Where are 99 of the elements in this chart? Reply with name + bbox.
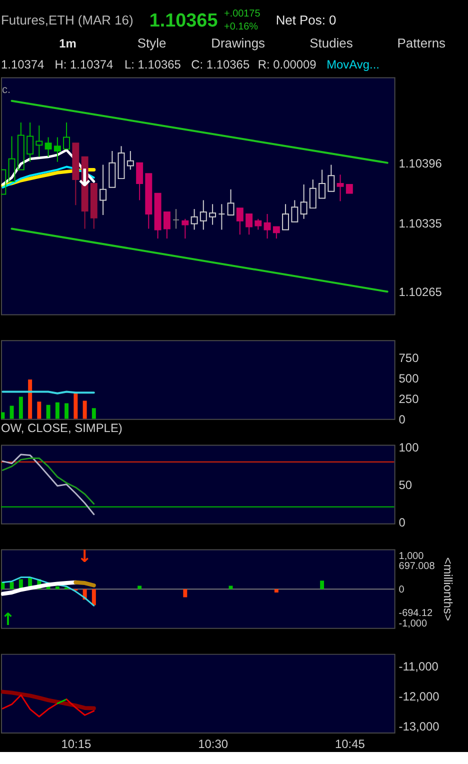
text: Drawings <box>211 35 266 50</box>
y-tick-label: 1.10265 <box>398 285 442 300</box>
candlestick <box>108 150 116 188</box>
line-series <box>66 698 95 716</box>
bar <box>92 589 96 606</box>
bar <box>37 402 42 419</box>
x-tick-label: 10:30 <box>198 736 228 751</box>
candlestick <box>246 213 253 236</box>
y-tick-label: 0 <box>398 412 406 426</box>
text: Patterns <box>397 35 446 50</box>
y-tick-label: -12,000 <box>398 689 440 704</box>
bar <box>82 400 87 419</box>
candlestick <box>264 213 271 240</box>
text: MovAvg... <box>326 57 380 72</box>
text: 1.10365 <box>149 10 218 32</box>
candlestick <box>72 142 80 206</box>
y-tick-label: 0 <box>398 515 406 530</box>
candlestick <box>346 184 353 194</box>
bar <box>10 582 14 590</box>
text: 1m <box>59 36 76 50</box>
text: Style <box>137 35 166 50</box>
candlestick <box>227 188 234 216</box>
text: L: 1.10365 <box>124 57 182 72</box>
text: Futures,ETH (MAR 16) <box>0 12 134 28</box>
y-tick-label: 100 <box>398 440 420 454</box>
x-tick-label: 10:45 <box>334 736 366 751</box>
y-axis-title: <millionths> <box>440 557 455 621</box>
bar <box>228 586 233 590</box>
candlestick <box>318 169 326 199</box>
candlestick <box>291 200 298 222</box>
y-tick-label: 1,000 <box>398 550 424 562</box>
text: Net Pos: 0 <box>276 12 336 28</box>
candlestick <box>26 122 34 162</box>
candlestick <box>163 211 170 240</box>
candlestick <box>218 204 226 230</box>
bar <box>46 404 50 419</box>
text: +.00175 <box>224 8 261 20</box>
bar <box>183 589 188 598</box>
y-tick-label: 50 <box>398 478 412 492</box>
chart-title: OW, CLOSE, SIMPLE) <box>0 421 122 436</box>
text: 1.10374 <box>0 57 45 72</box>
bar <box>320 580 324 590</box>
candlestick <box>300 184 308 220</box>
candlestick <box>172 208 180 230</box>
y-tick-label: -694.12 <box>398 608 433 620</box>
x-tick-label: 10:15 <box>61 736 92 751</box>
bar <box>74 393 78 419</box>
line-series <box>2 457 95 505</box>
bar <box>64 403 69 419</box>
y-tick-label: 500 <box>398 371 420 386</box>
candlestick <box>136 162 144 201</box>
candlestick <box>36 124 43 158</box>
candlestick <box>336 174 344 202</box>
candlestick <box>154 192 162 240</box>
y-tick-label: 750 <box>398 350 420 365</box>
y-tick-label: 1.10396 <box>398 156 442 170</box>
text: +0.16% <box>224 21 258 32</box>
candlestick <box>17 122 24 170</box>
bar <box>55 402 60 419</box>
candlestick <box>100 164 107 216</box>
text: R: 0.00009 <box>258 57 317 72</box>
candlestick <box>309 179 316 209</box>
y-tick-label: -11,000 <box>398 660 439 674</box>
text: Studies <box>310 35 353 50</box>
bar <box>28 379 32 419</box>
line-series <box>0 580 78 596</box>
text: H: 1.10374 <box>54 57 114 72</box>
bar <box>92 408 96 419</box>
bar <box>10 406 14 419</box>
candlestick <box>272 226 280 240</box>
annotation: c. <box>2 84 11 96</box>
candlestick <box>63 122 70 150</box>
candlestick <box>209 204 216 226</box>
annotation: ↑ <box>0 608 16 629</box>
candlestick <box>118 146 125 180</box>
candlestick <box>0 169 6 195</box>
line-series <box>2 576 95 606</box>
line-series <box>0 690 96 710</box>
bar <box>55 586 60 590</box>
y-tick-label: 697.008 <box>398 561 436 572</box>
candlestick <box>282 204 290 230</box>
candlestick <box>328 164 335 192</box>
candlestick <box>8 136 16 182</box>
y-tick-label: 0 <box>398 584 405 596</box>
candlestick <box>145 173 152 230</box>
y-tick-label: -1,000 <box>398 618 428 630</box>
line-series <box>2 454 95 516</box>
y-tick-label: 1.10335 <box>398 216 442 230</box>
bar <box>18 396 23 419</box>
candlestick <box>200 200 207 230</box>
y-tick-label: 250 <box>398 392 420 406</box>
text: C: 1.10365 <box>191 57 250 72</box>
candlestick <box>90 182 98 230</box>
y-tick-label: -13,000 <box>398 719 440 734</box>
candlestick <box>54 136 61 162</box>
bar <box>138 586 142 590</box>
bar <box>274 589 278 592</box>
candlestick <box>236 208 244 236</box>
line-series <box>2 694 58 718</box>
